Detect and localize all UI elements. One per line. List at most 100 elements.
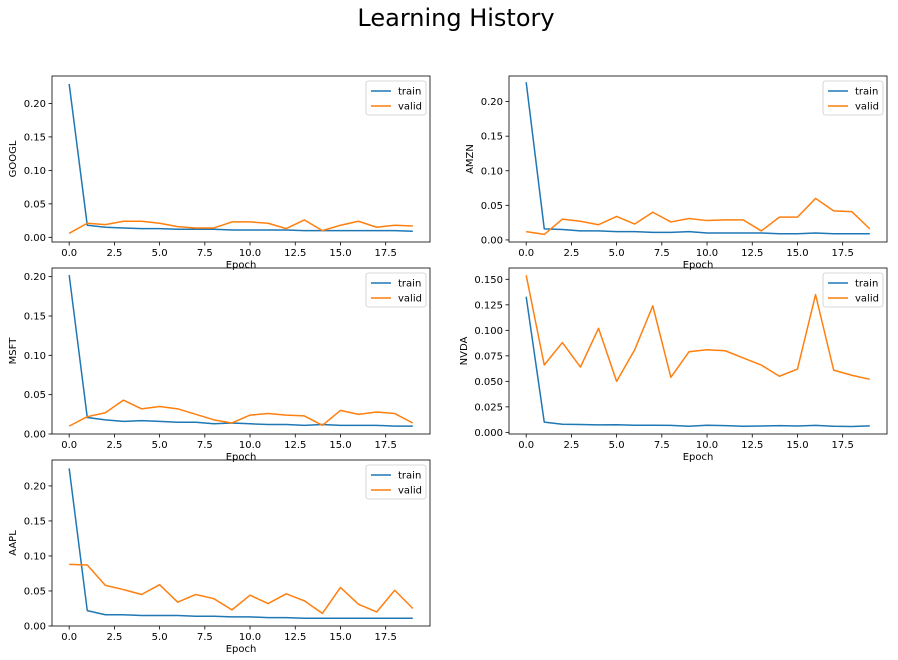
chart-nvda-ytick-label: 0.125 xyxy=(474,300,503,311)
chart-nvda-xtick-label: 7.5 xyxy=(654,440,670,451)
chart-googl-legend: train valid xyxy=(365,80,427,116)
chart-googl-ytick-label: 0.00 xyxy=(24,233,46,244)
chart-aapl-ytick-label: 0.15 xyxy=(24,516,46,527)
chart-amzn-xtick-label: 7.5 xyxy=(654,248,670,259)
chart-aapl-axes-frame xyxy=(51,459,431,627)
chart-amzn-xtick-label: 15.0 xyxy=(786,248,808,259)
chart-amzn-xtick-label: 17.5 xyxy=(832,248,854,259)
chart-msft-xtick-label: 0.0 xyxy=(61,440,77,451)
chart-nvda-xtick-label: 12.5 xyxy=(741,440,763,451)
chart-nvda-xtick-label: 17.5 xyxy=(832,440,854,451)
chart-googl-ytick-label: 0.10 xyxy=(24,166,46,177)
chart-amzn-xtick-label: 0.0 xyxy=(518,248,534,259)
chart-msft-ytick-label: 0.05 xyxy=(24,390,46,401)
chart-amzn-ytick-label: 0.15 xyxy=(481,132,503,143)
chart-nvda-ytick-label: 0.150 xyxy=(474,275,503,286)
chart-googl-line-valid xyxy=(68,219,413,234)
chart-nvda-xtick-label: 10.0 xyxy=(696,440,718,451)
figure-title: Learning History xyxy=(357,4,554,32)
chart-aapl-xtick-label: 17.5 xyxy=(375,632,397,643)
chart-googl-xtick-label: 17.5 xyxy=(375,248,397,259)
chart-amzn-xtick-label: 10.0 xyxy=(696,248,718,259)
chart-msft-xtick-label: 5.0 xyxy=(152,440,168,451)
chart-nvda-ytick-label: 0.075 xyxy=(474,351,503,362)
chart-amzn-ytick-label: 0.20 xyxy=(481,97,503,108)
chart-nvda-legend: train valid xyxy=(822,272,884,308)
chart-msft-line-valid xyxy=(68,399,414,427)
chart-googl-xtick-label: 10.0 xyxy=(239,248,261,259)
chart-nvda-axes-frame xyxy=(508,267,888,435)
chart-googl-xtick-label: 5.0 xyxy=(152,248,168,259)
chart-msft-line-train xyxy=(68,274,413,427)
chart-msft-ytick-label: 0.15 xyxy=(24,311,46,322)
chart-nvda-ylabel: NVDA xyxy=(459,336,470,365)
chart-aapl-legend-label-train: train xyxy=(398,471,421,482)
chart-amzn-ylabel: AMZN xyxy=(465,144,476,174)
chart-amzn-ytick-label: 0.10 xyxy=(481,166,503,177)
chart-nvda-ytick-label: 0.000 xyxy=(474,428,503,439)
chart-amzn-xtick-label: 5.0 xyxy=(609,248,625,259)
chart-nvda-xtick-label: 15.0 xyxy=(786,440,808,451)
chart-aapl-xtick-label: 10.0 xyxy=(239,632,261,643)
chart-msft-legend-label-valid: valid xyxy=(398,294,422,305)
chart-googl-ytick-label: 0.05 xyxy=(24,199,46,210)
chart-googl-xtick-label: 12.5 xyxy=(284,248,306,259)
chart-amzn-ytick-label: 0.00 xyxy=(481,235,503,246)
chart-googl-xlabel: Epoch xyxy=(226,260,257,271)
chart-googl-line-train xyxy=(68,83,413,233)
chart-aapl-line-train xyxy=(68,468,413,620)
chart-googl-legend-label-train: train xyxy=(398,87,421,98)
chart-msft-legend-label-train: train xyxy=(398,279,421,290)
chart-googl-legend-label-valid: valid xyxy=(398,102,422,113)
chart-aapl-xtick-label: 15.0 xyxy=(329,632,351,643)
chart-googl-xtick-label: 2.5 xyxy=(106,248,122,259)
chart-msft-ytick-label: 0.20 xyxy=(24,272,46,283)
chart-aapl-ytick-label: 0.00 xyxy=(24,622,46,633)
chart-nvda-xtick-label: 2.5 xyxy=(563,440,579,451)
chart-aapl-xtick-label: 0.0 xyxy=(61,632,77,643)
chart-googl-ylabel: GOOGL xyxy=(8,140,19,177)
chart-aapl-xlabel: Epoch xyxy=(226,644,257,655)
chart-googl-ytick-label: 0.15 xyxy=(24,132,46,143)
chart-amzn-xlabel: Epoch xyxy=(683,260,714,271)
chart-msft-xtick-label: 15.0 xyxy=(329,440,351,451)
chart-msft-legend: train valid xyxy=(365,272,427,308)
chart-amzn-ytick-label: 0.05 xyxy=(481,201,503,212)
chart-aapl-legend: train valid xyxy=(365,464,427,500)
chart-googl-panel: 0.0 2.5 5.0 7.5 10.0 12.5 15.0 17.5 0.00 0.05 0.10… xyxy=(8,75,431,271)
chart-msft-xtick-label: 2.5 xyxy=(106,440,122,451)
chart-aapl-ytick-label: 0.10 xyxy=(24,551,46,562)
chart-aapl-xtick-label: 7.5 xyxy=(197,632,213,643)
chart-googl-xtick-label: 15.0 xyxy=(329,248,351,259)
chart-nvda-ytick-label: 0.025 xyxy=(474,402,503,413)
chart-nvda-ytick-label: 0.050 xyxy=(474,377,503,388)
chart-amzn-line-valid xyxy=(526,197,871,236)
chart-amzn-legend: train valid xyxy=(822,80,884,116)
chart-amzn-xtick-label: 2.5 xyxy=(563,248,579,259)
chart-aapl-panel: 0.0 2.5 5.0 7.5 10.0 12.5 15.0 17.5 0.00 0.05 0.10… xyxy=(8,459,431,655)
chart-aapl-legend-label-valid: valid xyxy=(398,486,422,497)
chart-googl-xtick-label: 0.0 xyxy=(61,248,77,259)
chart-aapl-ylabel: AAPL xyxy=(8,530,19,556)
chart-aapl-xtick-label: 12.5 xyxy=(284,632,306,643)
chart-msft-xtick-label: 10.0 xyxy=(239,440,261,451)
chart-amzn-axes-frame xyxy=(508,75,888,243)
chart-nvda-legend-label-valid: valid xyxy=(855,294,879,305)
chart-aapl-xtick-label: 5.0 xyxy=(152,632,168,643)
chart-amzn-legend-label-train: train xyxy=(855,87,878,98)
chart-googl-ytick-label: 0.20 xyxy=(24,99,46,110)
chart-msft-xtick-label: 17.5 xyxy=(375,440,397,451)
chart-nvda-xlabel: Epoch xyxy=(683,452,714,463)
chart-amzn-panel: 0.0 2.5 5.0 7.5 10.0 12.5 15.0 17.5 0.00 0.05 0.10… xyxy=(465,75,888,271)
chart-msft-ytick-label: 0.10 xyxy=(24,351,46,362)
chart-msft-xlabel: Epoch xyxy=(226,452,257,463)
chart-nvda-ytick-label: 0.100 xyxy=(474,326,503,337)
chart-amzn-line-train xyxy=(525,82,870,235)
chart-aapl-ytick-label: 0.05 xyxy=(24,586,46,597)
chart-msft-axes-frame xyxy=(51,267,431,435)
chart-googl-axes-frame xyxy=(51,75,431,243)
chart-amzn-xtick-label: 12.5 xyxy=(741,248,763,259)
chart-amzn-legend-label-valid: valid xyxy=(855,102,879,113)
chart-msft-ytick-label: 0.00 xyxy=(24,430,46,441)
